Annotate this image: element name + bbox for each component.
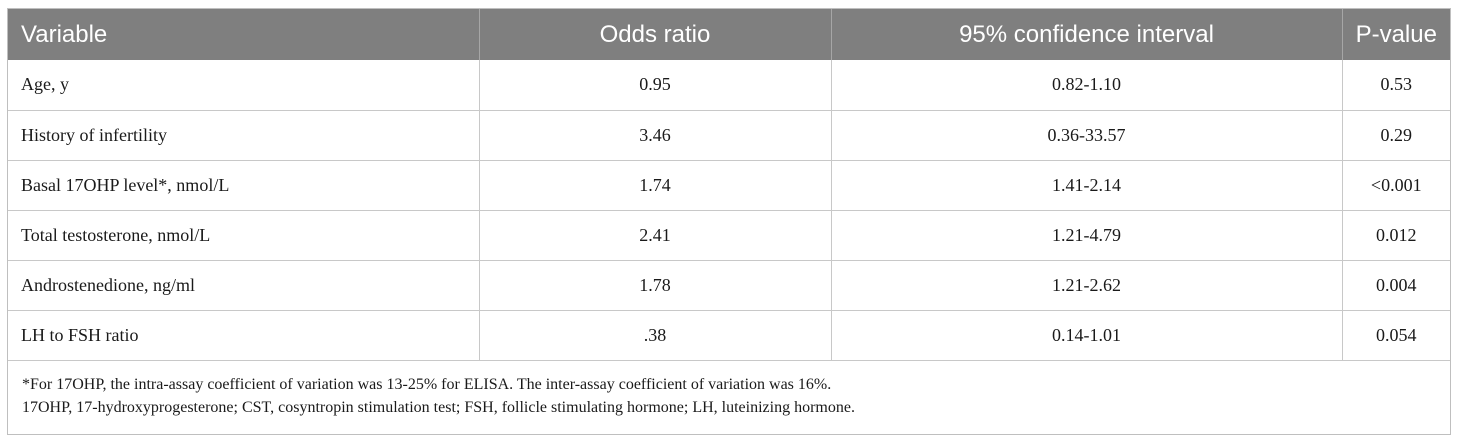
- table-row: LH to FSH ratio .38 0.14-1.01 0.054: [8, 309, 1450, 360]
- cell-odds-ratio: 1.78: [479, 259, 832, 310]
- column-header-confidence-interval: 95% confidence interval: [831, 9, 1343, 60]
- table-row: Basal 17OHP level*, nmol/L 1.74 1.41-2.1…: [8, 159, 1450, 210]
- table-row: Total testosterone, nmol/L 2.41 1.21-4.7…: [8, 209, 1450, 260]
- cell-odds-ratio: 1.74: [479, 159, 832, 210]
- odds-ratio-table: Variable Odds ratio 95% confidence inter…: [8, 9, 1450, 360]
- cell-confidence-interval: 1.21-4.79: [831, 209, 1343, 260]
- cell-variable: LH to FSH ratio: [8, 309, 480, 360]
- cell-p-value: 0.53: [1380, 74, 1413, 95]
- table-row: History of infertility 3.46 0.36-33.57 0…: [8, 109, 1450, 160]
- cell-confidence-interval: 0.36-33.57: [831, 109, 1343, 160]
- cell-variable: Total testosterone, nmol/L: [8, 209, 480, 260]
- header-row: Variable Odds ratio 95% confidence inter…: [8, 9, 1450, 60]
- cell-variable: History of infertility: [8, 109, 480, 160]
- data-table-container: Variable Odds ratio 95% confidence inter…: [7, 8, 1451, 435]
- table-row: Age, y 0.95 0.82-1.10 0.53: [8, 60, 1450, 110]
- cell-confidence-interval: 1.41-2.14: [831, 159, 1343, 210]
- footnote-line-abbreviations: 17OHP, 17-hydroxyprogesterone; CST, cosy…: [22, 399, 855, 416]
- cell-variable: Basal 17OHP level*, nmol/L: [8, 159, 480, 210]
- cell-confidence-interval: 0.82-1.10: [831, 60, 1343, 110]
- cell-p-value: 0.29: [1342, 109, 1450, 160]
- cell-odds-ratio: 0.95: [479, 60, 832, 110]
- cell-p-value: <0.001: [1342, 159, 1450, 210]
- cell-confidence-interval: 0.14-1.01: [831, 309, 1343, 360]
- cell-variable: Androstenedione, ng/ml: [8, 259, 480, 310]
- cell-p-value: 0.054: [1342, 309, 1450, 360]
- table-row: Androstenedione, ng/ml 1.78 1.21-2.62 0.…: [8, 259, 1450, 310]
- cell-variable: Age, y: [8, 60, 480, 110]
- cell-odds-ratio: 3.46: [479, 109, 832, 160]
- cell-confidence-interval: 1.21-2.62: [831, 259, 1343, 310]
- column-header-p-value: P-value: [1355, 20, 1437, 48]
- table-footnote: *For 17OHP, the intra-assay coefficient …: [8, 360, 1450, 434]
- cell-odds-ratio: 2.41: [479, 209, 832, 260]
- footnote-line-cv: *For 17OHP, the intra-assay coefficient …: [22, 376, 832, 393]
- table-body: Age, y 0.95 0.82-1.10 0.53 History of in…: [8, 60, 1450, 360]
- table-header: Variable Odds ratio 95% confidence inter…: [8, 9, 1450, 60]
- cell-p-value: 0.004: [1342, 259, 1450, 310]
- column-header-variable: Variable: [8, 9, 480, 60]
- cell-odds-ratio: .38: [479, 309, 832, 360]
- cell-p-value: 0.012: [1342, 209, 1450, 260]
- column-header-odds-ratio: Odds ratio: [479, 9, 832, 60]
